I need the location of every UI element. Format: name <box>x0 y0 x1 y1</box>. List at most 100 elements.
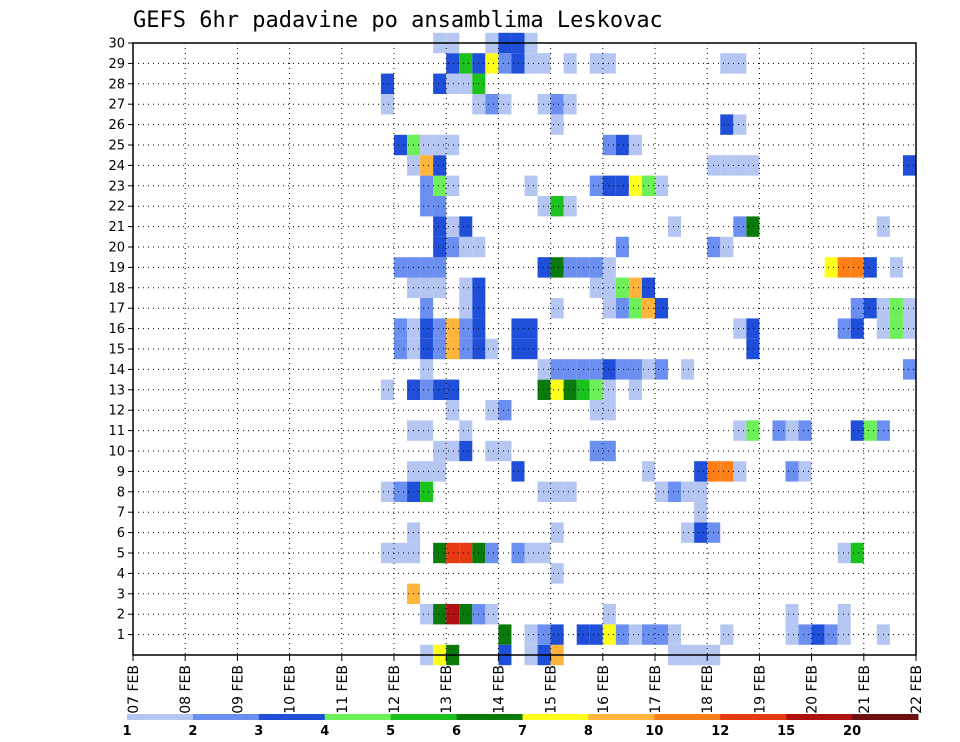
heat-cell <box>655 359 669 380</box>
heat-cell <box>446 134 460 156</box>
heat-cell <box>694 461 708 482</box>
legend-swatch <box>390 714 458 720</box>
heat-cell <box>446 53 460 74</box>
legend-tick-label: 3 <box>254 724 263 739</box>
heat-cell <box>589 379 603 400</box>
heat-cell <box>563 53 577 74</box>
heat-cell <box>537 257 551 278</box>
heat-cell <box>615 236 629 258</box>
heat-cell <box>863 298 877 319</box>
heat-cell <box>602 175 616 196</box>
heat-cell <box>785 420 799 441</box>
heat-cell <box>511 338 525 360</box>
heat-cell <box>628 134 642 156</box>
heat-cell <box>589 53 603 74</box>
y-tick-label: 7 <box>117 506 125 521</box>
heat-cell <box>433 604 447 625</box>
heat-cell <box>446 236 460 258</box>
heat-cell <box>655 481 669 502</box>
heat-cell <box>902 318 916 339</box>
heat-cell <box>746 420 760 441</box>
heat-cell <box>602 257 616 278</box>
heat-cell <box>380 542 394 564</box>
heat-cell <box>668 481 682 502</box>
legend-swatch <box>786 714 853 720</box>
heat-cell <box>668 216 682 237</box>
x-tick-label: 20 FEB <box>805 665 821 714</box>
legend-tick-label: 15 <box>777 724 795 739</box>
heat-cell <box>433 338 447 360</box>
y-tick-label: 15 <box>108 343 125 358</box>
heat-cell <box>420 338 434 360</box>
heat-cell <box>785 624 799 645</box>
heat-cell <box>511 318 525 339</box>
x-tick-label: 12 FEB <box>387 665 403 714</box>
legend-tick-label: 6 <box>452 724 461 739</box>
legend-tick-label: 4 <box>320 724 329 739</box>
x-tick-label: 11 FEB <box>335 665 351 714</box>
heat-cell <box>602 624 616 645</box>
legend-swatch <box>522 714 589 720</box>
heat-cell <box>602 134 616 156</box>
heat-cell <box>681 481 695 502</box>
heat-cell <box>837 604 851 625</box>
legend-tick-label: 12 <box>711 724 729 739</box>
heat-cell <box>602 359 616 380</box>
heat-cell <box>628 379 642 400</box>
x-tick-label: 22 FEB <box>909 665 925 714</box>
heat-cell <box>615 624 629 645</box>
heat-cell <box>537 624 551 645</box>
heat-cell <box>550 522 564 543</box>
heat-cell <box>394 481 408 502</box>
heat-cell <box>785 604 799 625</box>
y-tick-label: 14 <box>108 363 125 378</box>
heat-cell <box>615 359 629 380</box>
heat-cell <box>485 400 499 421</box>
heat-cell <box>485 53 499 74</box>
heat-cell <box>602 277 616 298</box>
heat-cell <box>733 461 747 482</box>
heat-cell <box>394 338 408 360</box>
heat-cell <box>798 624 812 645</box>
y-tick-label: 9 <box>117 465 125 480</box>
heat-cell <box>889 318 903 339</box>
heat-cell <box>433 461 447 482</box>
heat-cell <box>694 522 708 543</box>
heat-cell <box>537 542 551 564</box>
heat-cell <box>602 379 616 400</box>
heat-cell <box>498 400 512 421</box>
heat-cell <box>485 604 499 625</box>
heat-cell <box>863 420 877 441</box>
heat-cell <box>433 277 447 298</box>
legend-swatch <box>456 714 523 720</box>
heat-cell <box>550 196 564 217</box>
legend-tick-label: 2 <box>188 724 197 739</box>
y-tick-label: 28 <box>108 77 125 92</box>
heat-cell <box>550 298 564 319</box>
heat-cell <box>550 379 564 400</box>
heat-cell <box>420 481 434 502</box>
x-tick-label: 07 FEB <box>126 665 142 714</box>
heat-cell <box>824 257 838 278</box>
heat-cell <box>589 440 603 462</box>
heat-cell <box>524 542 538 564</box>
heat-cell <box>589 175 603 196</box>
heat-cell <box>733 114 747 135</box>
heat-cell <box>459 542 473 564</box>
heat-cell <box>589 400 603 421</box>
heat-cell <box>459 277 473 298</box>
y-tick-label: 27 <box>108 98 125 113</box>
heat-cell <box>433 440 447 462</box>
heat-cell <box>902 359 916 380</box>
heat-cell <box>380 379 394 400</box>
heat-cell <box>837 542 851 564</box>
heat-cell <box>446 604 460 625</box>
chart-title: GEFS 6hr padavine po ansamblima Leskovac <box>133 8 663 33</box>
heat-cell <box>550 94 564 115</box>
legend-tick-label: 7 <box>518 724 527 739</box>
y-tick-label: 12 <box>108 404 125 419</box>
heat-cell <box>420 461 434 482</box>
heat-cell <box>433 318 447 339</box>
heat-cell <box>498 624 512 645</box>
heat-cell <box>850 318 864 339</box>
